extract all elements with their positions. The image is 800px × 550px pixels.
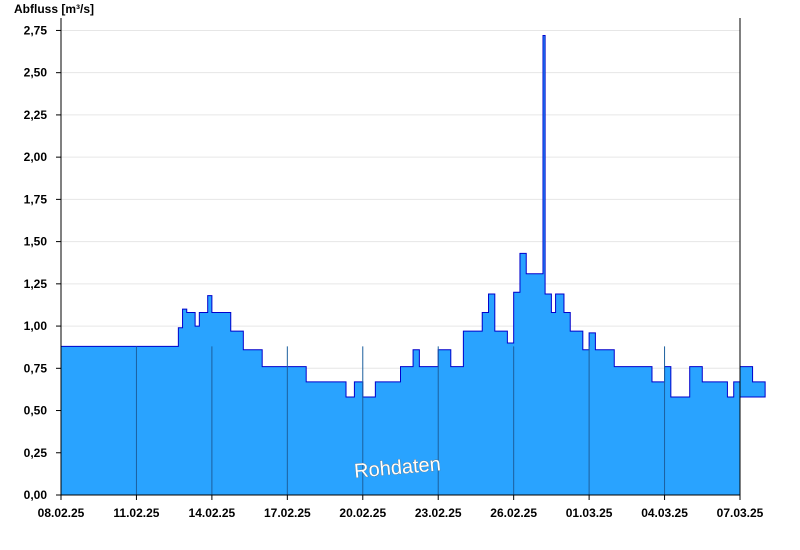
data-area	[60, 35, 766, 496]
axes	[56, 18, 741, 500]
x-tick-label: 14.02.25	[189, 506, 236, 520]
x-tick-label: 11.02.25	[113, 506, 159, 520]
x-tick-label: 04.03.25	[641, 506, 688, 520]
y-tick-label: 0,25	[24, 446, 48, 460]
x-tick-label: 08.02.25	[38, 506, 85, 520]
x-tick-label: 26.02.25	[490, 506, 537, 520]
y-tick-labels: 0,00 0,25 0,50 0,75 1,00 1,25 1,50 1,75 2,00 2,25…	[24, 23, 48, 502]
y-tick-label: 2,25	[24, 108, 48, 122]
y-tick-label: 0,00	[24, 488, 48, 502]
x-tick-label: 23.02.25	[415, 506, 462, 520]
y-tick-label: 1,00	[24, 319, 48, 333]
discharge-area	[60, 35, 766, 496]
y-axis-label: Abfluss [m³/s]	[14, 2, 94, 16]
x-tick-label: 20.02.25	[339, 506, 386, 520]
y-tick-label: 2,50	[24, 66, 48, 80]
y-tick-label: 0,75	[24, 361, 48, 375]
day-separators	[135, 346, 666, 495]
x-tick-label: 17.02.25	[264, 506, 311, 520]
y-tick-label: 1,50	[24, 235, 48, 249]
y-tick-label: 2,00	[24, 150, 48, 164]
y-tick-label: 1,75	[24, 192, 48, 206]
y-tick-label: 1,25	[24, 277, 48, 291]
y-tick-label: 0,50	[24, 404, 48, 418]
x-tick-labels: 08.02.25 11.02.25 14.02.25 17.02.25 20.02.25…	[38, 506, 764, 520]
y-tick-label: 2,75	[24, 23, 48, 37]
x-tick-label: 01.03.25	[566, 506, 613, 520]
x-tick-label: 07.03.25	[717, 506, 764, 520]
